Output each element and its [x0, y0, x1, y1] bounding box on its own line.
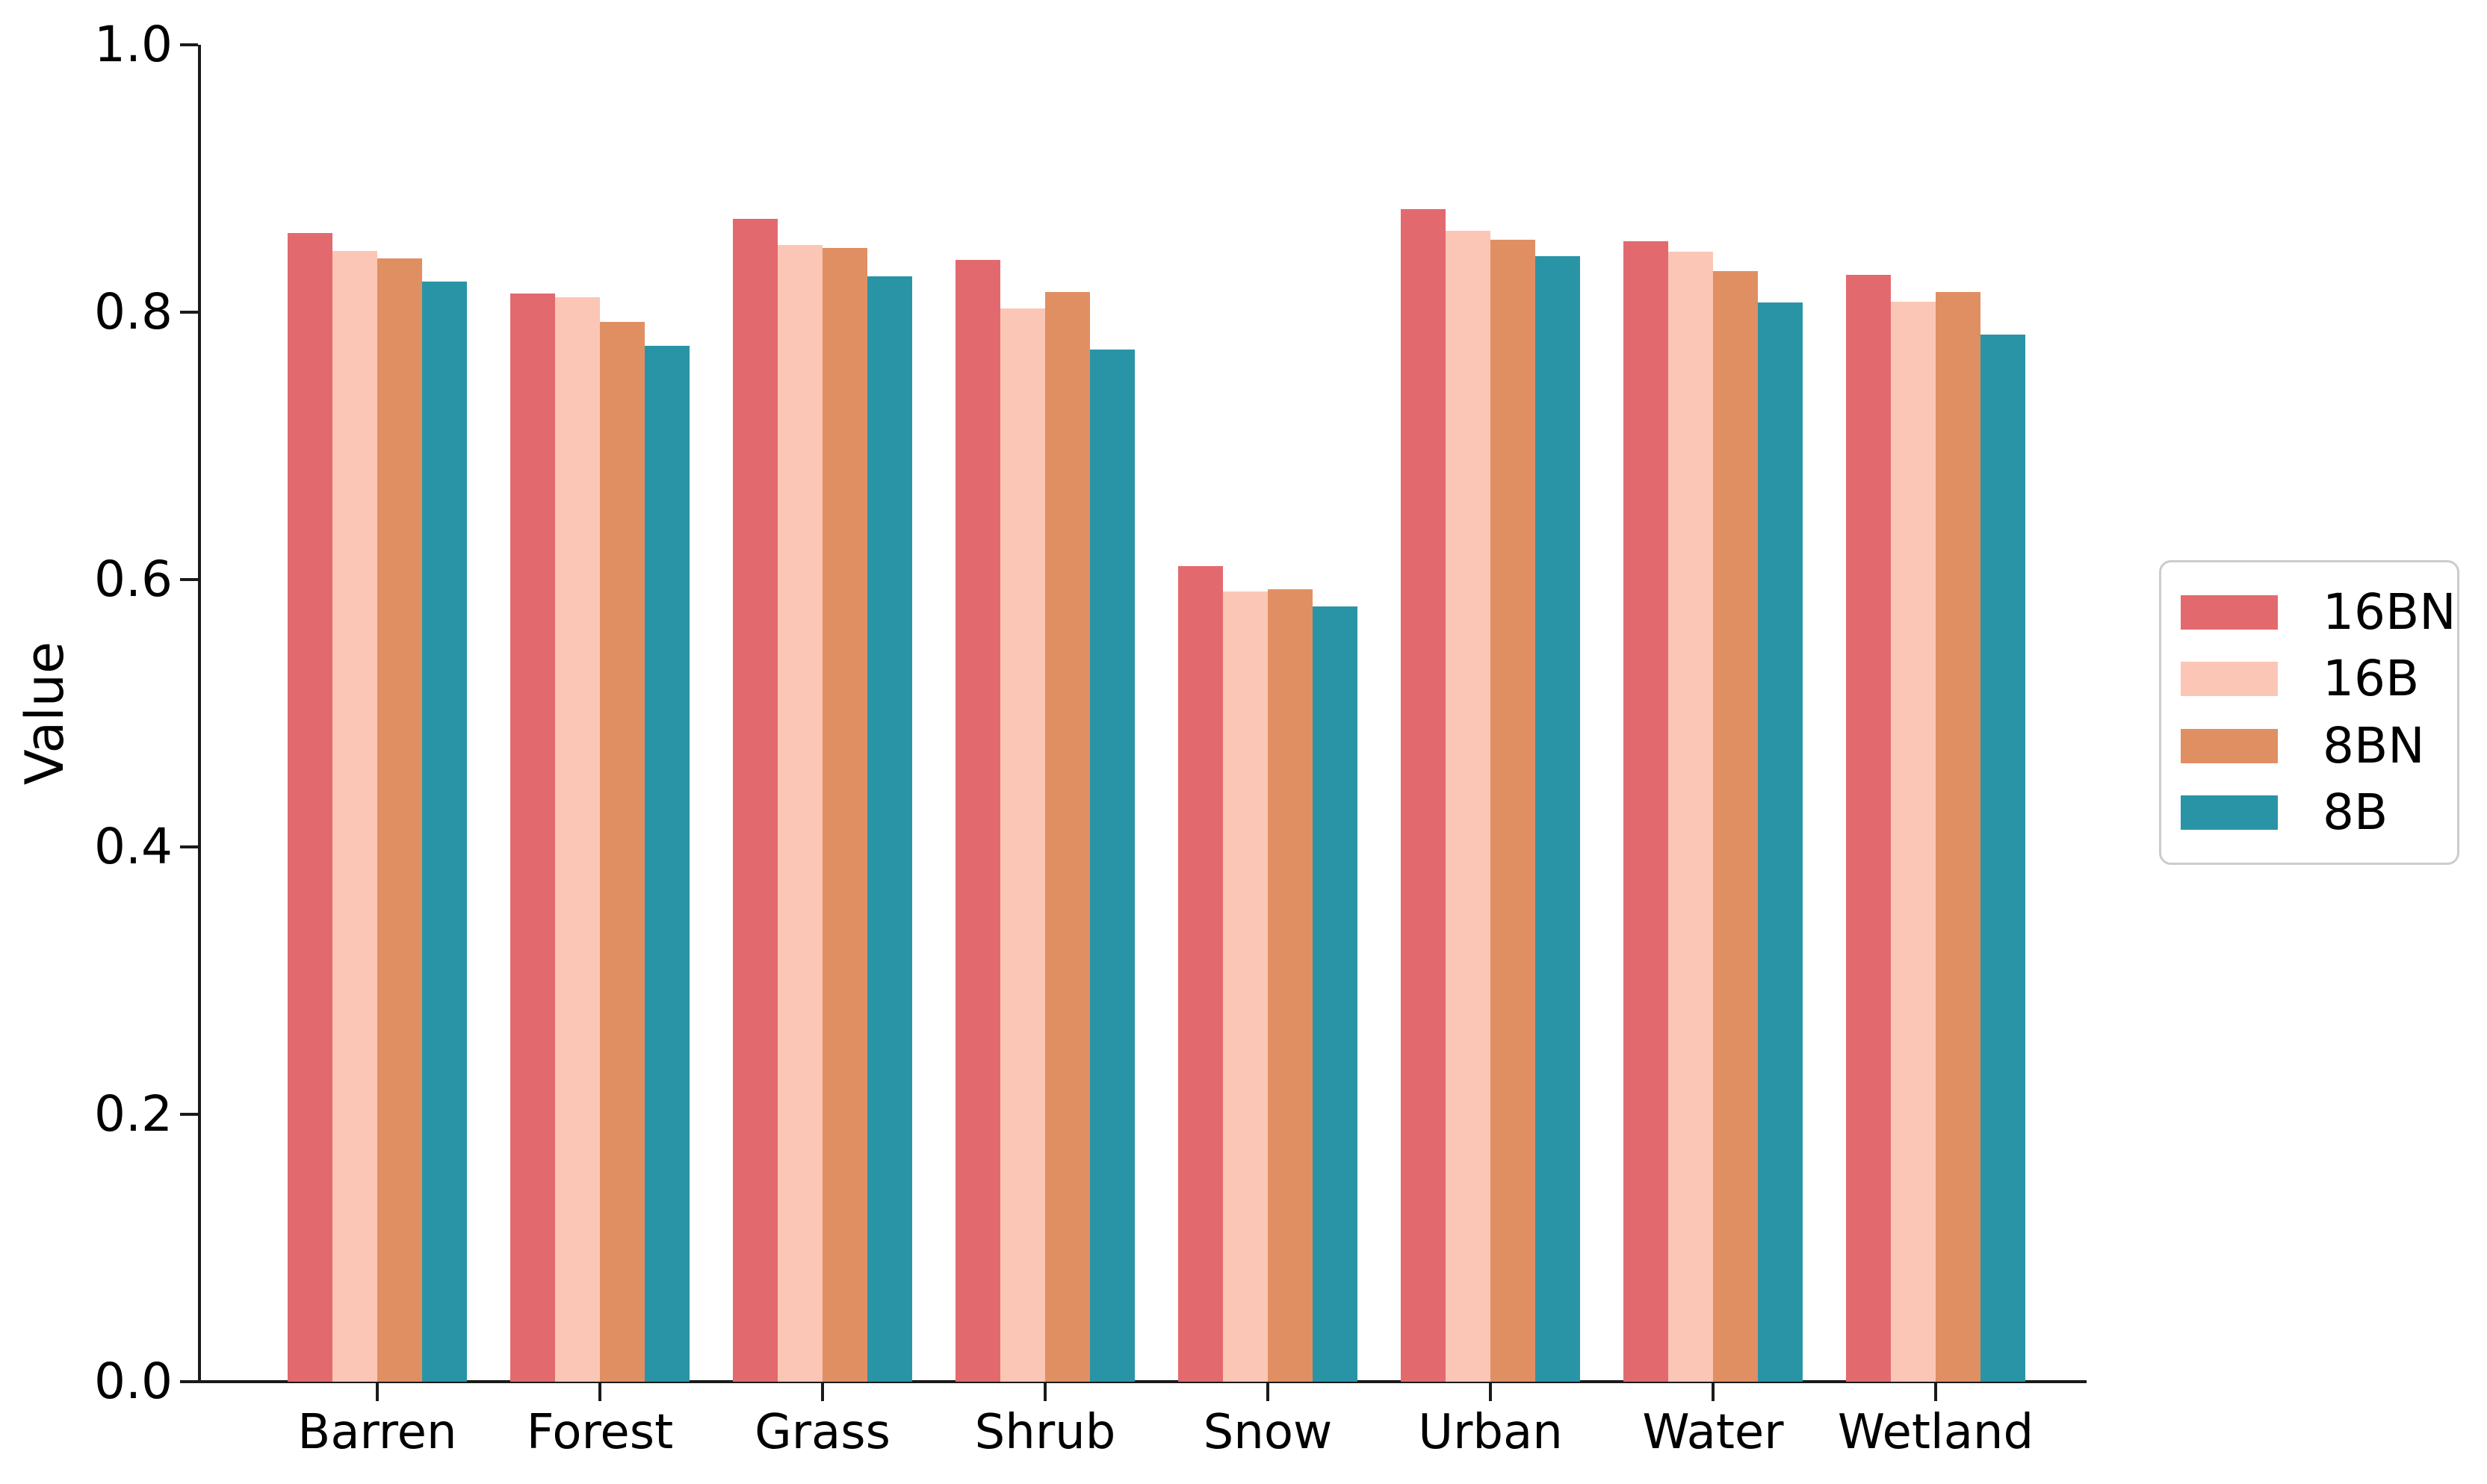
x-tick-label: Water: [1642, 1405, 1784, 1460]
bar-8b-snow: [1313, 606, 1357, 1382]
x-tick-label: Snow: [1203, 1405, 1333, 1460]
x-tick-mark: [1934, 1382, 1937, 1401]
legend-swatch-8b: [2181, 795, 2278, 831]
x-axis-spine: [198, 1380, 2087, 1383]
y-tick-label: 0.4: [94, 818, 173, 875]
x-tick-mark: [1266, 1382, 1269, 1401]
bar-8b-urban: [1535, 256, 1580, 1382]
bar-8b-barren: [422, 282, 467, 1382]
bar-16b-urban: [1446, 231, 1490, 1382]
bar-16b-snow: [1223, 592, 1268, 1382]
x-tick-mark: [1044, 1382, 1047, 1401]
y-tick-mark: [180, 845, 198, 848]
bar-8bn-forest: [600, 322, 645, 1382]
bar-8bn-water: [1713, 271, 1758, 1382]
y-axis-title: Value: [14, 641, 75, 786]
legend-swatch-16b: [2181, 662, 2278, 697]
y-tick-label: 1.0: [94, 16, 173, 73]
y-tick-mark: [180, 578, 198, 581]
x-tick-label: Forest: [526, 1405, 674, 1460]
x-tick-mark: [1712, 1382, 1715, 1401]
bar-8bn-shrub: [1045, 292, 1090, 1382]
bar-8bn-snow: [1268, 589, 1313, 1382]
y-tick-mark: [180, 311, 198, 314]
x-tick-label: Urban: [1418, 1405, 1563, 1460]
legend-swatch-8bn: [2181, 728, 2278, 763]
x-tick-mark: [376, 1382, 379, 1401]
bar-16bn-barren: [288, 233, 332, 1382]
y-tick-label: 0.0: [94, 1353, 173, 1410]
bar-8bn-wetland: [1936, 292, 1980, 1382]
bar-16b-forest: [555, 297, 600, 1382]
y-tick-mark: [180, 43, 198, 46]
bar-16bn-grass: [733, 219, 778, 1382]
legend-item-8b: 8B: [2161, 788, 2457, 837]
x-tick-mark: [821, 1382, 824, 1401]
bar-16bn-urban: [1401, 209, 1446, 1382]
x-tick-mark: [598, 1382, 601, 1401]
legend-label-16b: 16B: [2323, 650, 2420, 708]
y-tick-label: 0.6: [94, 550, 173, 608]
y-tick-label: 0.2: [94, 1085, 173, 1143]
legend-label-16bn: 16BN: [2323, 583, 2456, 641]
legend-item-16b: 16B: [2161, 654, 2457, 704]
legend: 16BN 16B 8BN 8B: [2159, 560, 2459, 865]
y-tick-mark: [180, 1380, 198, 1383]
bar-8b-grass: [867, 276, 912, 1382]
bar-8b-forest: [645, 346, 690, 1382]
bar-16b-wetland: [1891, 302, 1936, 1382]
bar-16bn-water: [1623, 241, 1668, 1382]
bar-16b-water: [1668, 252, 1713, 1382]
bar-16bn-snow: [1178, 566, 1223, 1382]
legend-item-16bn: 16BN: [2161, 583, 2457, 641]
x-tick-label: Wetland: [1837, 1405, 2034, 1460]
bar-8b-wetland: [1980, 335, 2025, 1382]
bar-8bn-barren: [377, 258, 422, 1382]
bar-16b-barren: [332, 251, 377, 1382]
x-tick-label: Barren: [297, 1405, 457, 1460]
bar-16b-shrub: [1000, 308, 1045, 1382]
legend-label-8b: 8B: [2323, 783, 2388, 842]
y-tick-mark: [180, 1113, 198, 1116]
x-tick-label: Shrub: [974, 1405, 1116, 1460]
bar-16bn-forest: [510, 294, 555, 1382]
bar-8bn-grass: [823, 248, 867, 1382]
legend-label-8bn: 8BN: [2323, 716, 2425, 774]
bar-8bn-urban: [1490, 240, 1535, 1382]
legend-swatch-16bn: [2181, 594, 2278, 630]
x-tick-label: Grass: [755, 1405, 891, 1460]
x-tick-mark: [1489, 1382, 1492, 1401]
bar-8b-water: [1758, 302, 1803, 1382]
bar-16bn-wetland: [1846, 275, 1891, 1382]
y-tick-label: 0.8: [94, 283, 173, 341]
bar-16b-grass: [778, 245, 823, 1382]
bar-8b-shrub: [1090, 350, 1135, 1382]
legend-item-8bn: 8BN: [2161, 721, 2457, 771]
bar-16bn-shrub: [956, 260, 1000, 1382]
y-axis-spine: [198, 45, 201, 1383]
